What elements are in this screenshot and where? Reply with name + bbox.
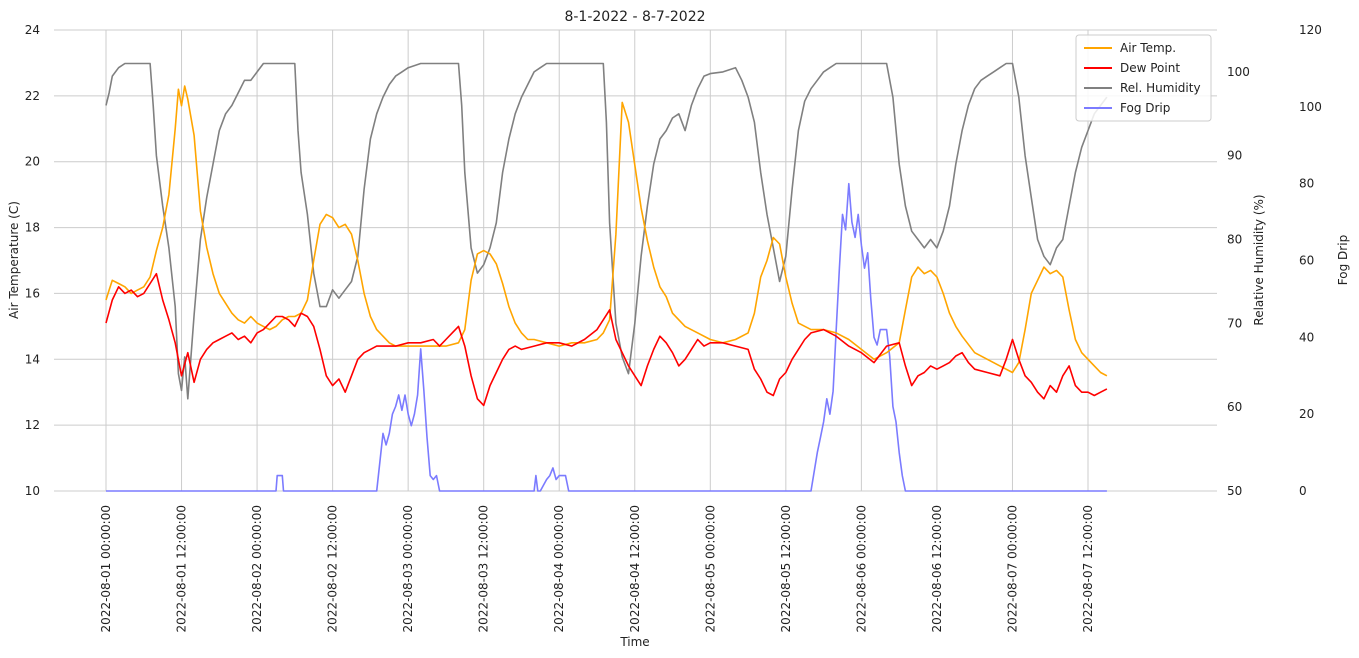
x-tick-label: 2022-08-07 00:00:00 bbox=[1005, 505, 1019, 632]
y-left-tick-label: 16 bbox=[25, 286, 40, 300]
series-line-air-temp bbox=[105, 85, 1108, 377]
x-tick-label: 2022-08-05 12:00:00 bbox=[779, 505, 793, 632]
series-line-dew-point bbox=[105, 272, 1108, 407]
legend-label-dew-point: Dew Point bbox=[1120, 61, 1180, 75]
y-right-humidity-tick-label: 70 bbox=[1227, 316, 1242, 330]
x-tick-label: 2022-08-06 00:00:00 bbox=[854, 505, 868, 632]
y-axis-right-humidity-label: Relative Humidity (%) bbox=[1252, 194, 1266, 325]
legend-label-air-temp: Air Temp. bbox=[1120, 41, 1176, 55]
legend-label-rel-humidity: Rel. Humidity bbox=[1120, 81, 1201, 95]
y-right-fog-tick-label: 0 bbox=[1299, 484, 1307, 498]
x-axis-ticks: 2022-08-01 00:00:00 2022-08-01 12:00:00 20… bbox=[99, 505, 1095, 632]
y-left-tick-label: 24 bbox=[25, 23, 40, 37]
y-right-humidity-tick-label: 50 bbox=[1227, 484, 1242, 498]
series-line-fog-drip bbox=[106, 182, 1107, 492]
right-axis-fog-ticks: 0 20 40 60 80 100 120 bbox=[1299, 23, 1322, 498]
series-line-rel-humidity bbox=[105, 62, 1108, 400]
legend-label-fog-drip: Fog Drip bbox=[1120, 101, 1170, 115]
y-axis-left-label: Air Temperature (C) bbox=[7, 201, 21, 319]
grid bbox=[54, 29, 1217, 492]
left-axis-ticks: 10 12 14 16 18 20 22 24 bbox=[25, 23, 40, 498]
y-left-tick-label: 18 bbox=[25, 221, 40, 235]
y-left-tick-label: 14 bbox=[25, 352, 40, 366]
y-right-fog-tick-label: 80 bbox=[1299, 177, 1314, 191]
y-right-humidity-tick-label: 100 bbox=[1227, 65, 1250, 79]
x-tick-label: 2022-08-03 00:00:00 bbox=[401, 505, 415, 632]
x-tick-label: 2022-08-05 00:00:00 bbox=[703, 505, 717, 632]
x-tick-label: 2022-08-04 12:00:00 bbox=[628, 505, 642, 632]
x-tick-label: 2022-08-04 00:00:00 bbox=[552, 505, 566, 632]
x-tick-label: 2022-08-03 12:00:00 bbox=[477, 505, 491, 632]
y-left-tick-label: 20 bbox=[25, 155, 40, 169]
chart-title: 8-1-2022 - 8-7-2022 bbox=[564, 9, 705, 25]
x-tick-label: 2022-08-06 12:00:00 bbox=[930, 505, 944, 632]
y-right-humidity-tick-label: 90 bbox=[1227, 149, 1242, 163]
x-tick-label: 2022-08-02 12:00:00 bbox=[326, 505, 340, 632]
x-axis-label: Time bbox=[619, 635, 649, 649]
x-tick-label: 2022-08-07 12:00:00 bbox=[1081, 505, 1095, 632]
y-right-fog-tick-label: 120 bbox=[1299, 23, 1322, 37]
series-layer bbox=[105, 62, 1108, 492]
y-right-fog-tick-label: 20 bbox=[1299, 407, 1314, 421]
y-right-fog-tick-label: 100 bbox=[1299, 100, 1322, 114]
y-left-tick-label: 10 bbox=[25, 484, 40, 498]
y-right-humidity-tick-label: 80 bbox=[1227, 233, 1242, 247]
legend-frame bbox=[1075, 34, 1212, 122]
y-axis-right-fog-label: Fog Drip bbox=[1336, 235, 1350, 285]
right-axis-humidity-ticks: 50 60 70 80 90 100 bbox=[1227, 65, 1250, 498]
x-tick-label: 2022-08-01 00:00:00 bbox=[99, 505, 113, 632]
plot-background bbox=[54, 30, 1217, 491]
y-right-humidity-tick-label: 60 bbox=[1227, 400, 1242, 414]
y-left-tick-label: 12 bbox=[25, 418, 40, 432]
y-right-fog-tick-label: 40 bbox=[1299, 330, 1314, 344]
x-tick-label: 2022-08-02 00:00:00 bbox=[250, 505, 264, 632]
x-tick-label: 2022-08-01 12:00:00 bbox=[175, 505, 189, 632]
legend: Air Temp. Dew Point Rel. Humidity Fog Dr… bbox=[1075, 34, 1212, 122]
y-left-tick-label: 22 bbox=[25, 89, 40, 103]
y-right-fog-tick-label: 60 bbox=[1299, 254, 1314, 268]
